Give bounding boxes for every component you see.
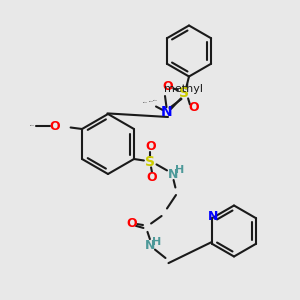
Text: S: S (146, 155, 155, 169)
Text: H: H (175, 165, 184, 176)
Text: O: O (163, 80, 173, 94)
Text: N: N (208, 210, 219, 223)
Text: methyl: methyl (29, 125, 34, 126)
Text: methyl: methyl (148, 101, 153, 102)
Text: S: S (179, 86, 190, 100)
Text: O: O (127, 217, 137, 230)
Text: N: N (168, 167, 178, 181)
Text: N: N (161, 106, 172, 119)
Text: O: O (145, 140, 156, 153)
Text: H: H (152, 236, 162, 247)
Text: O: O (50, 119, 60, 133)
Text: O: O (147, 171, 157, 184)
Text: N: N (145, 238, 156, 252)
Text: methyl: methyl (153, 100, 158, 101)
Text: O: O (188, 101, 199, 115)
Text: methyl: methyl (143, 101, 148, 103)
Text: methyl: methyl (164, 84, 203, 94)
